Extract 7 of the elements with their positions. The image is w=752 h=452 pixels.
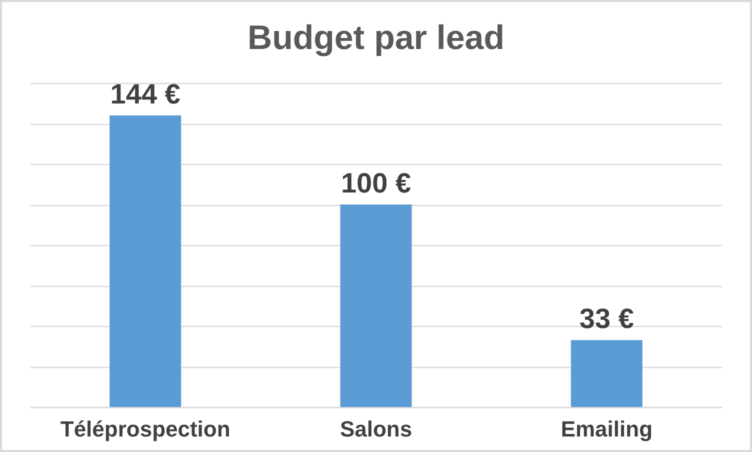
chart-title: Budget par lead	[248, 19, 504, 57]
data-label: 33 €	[579, 303, 634, 334]
data-label: 144 €	[110, 78, 181, 110]
x-tick-label: Salons	[340, 416, 412, 442]
data-label: 100 €	[340, 168, 412, 198]
x-tick-label: Téléprospection	[60, 416, 230, 442]
x-tick-label: Emailing	[560, 416, 653, 442]
